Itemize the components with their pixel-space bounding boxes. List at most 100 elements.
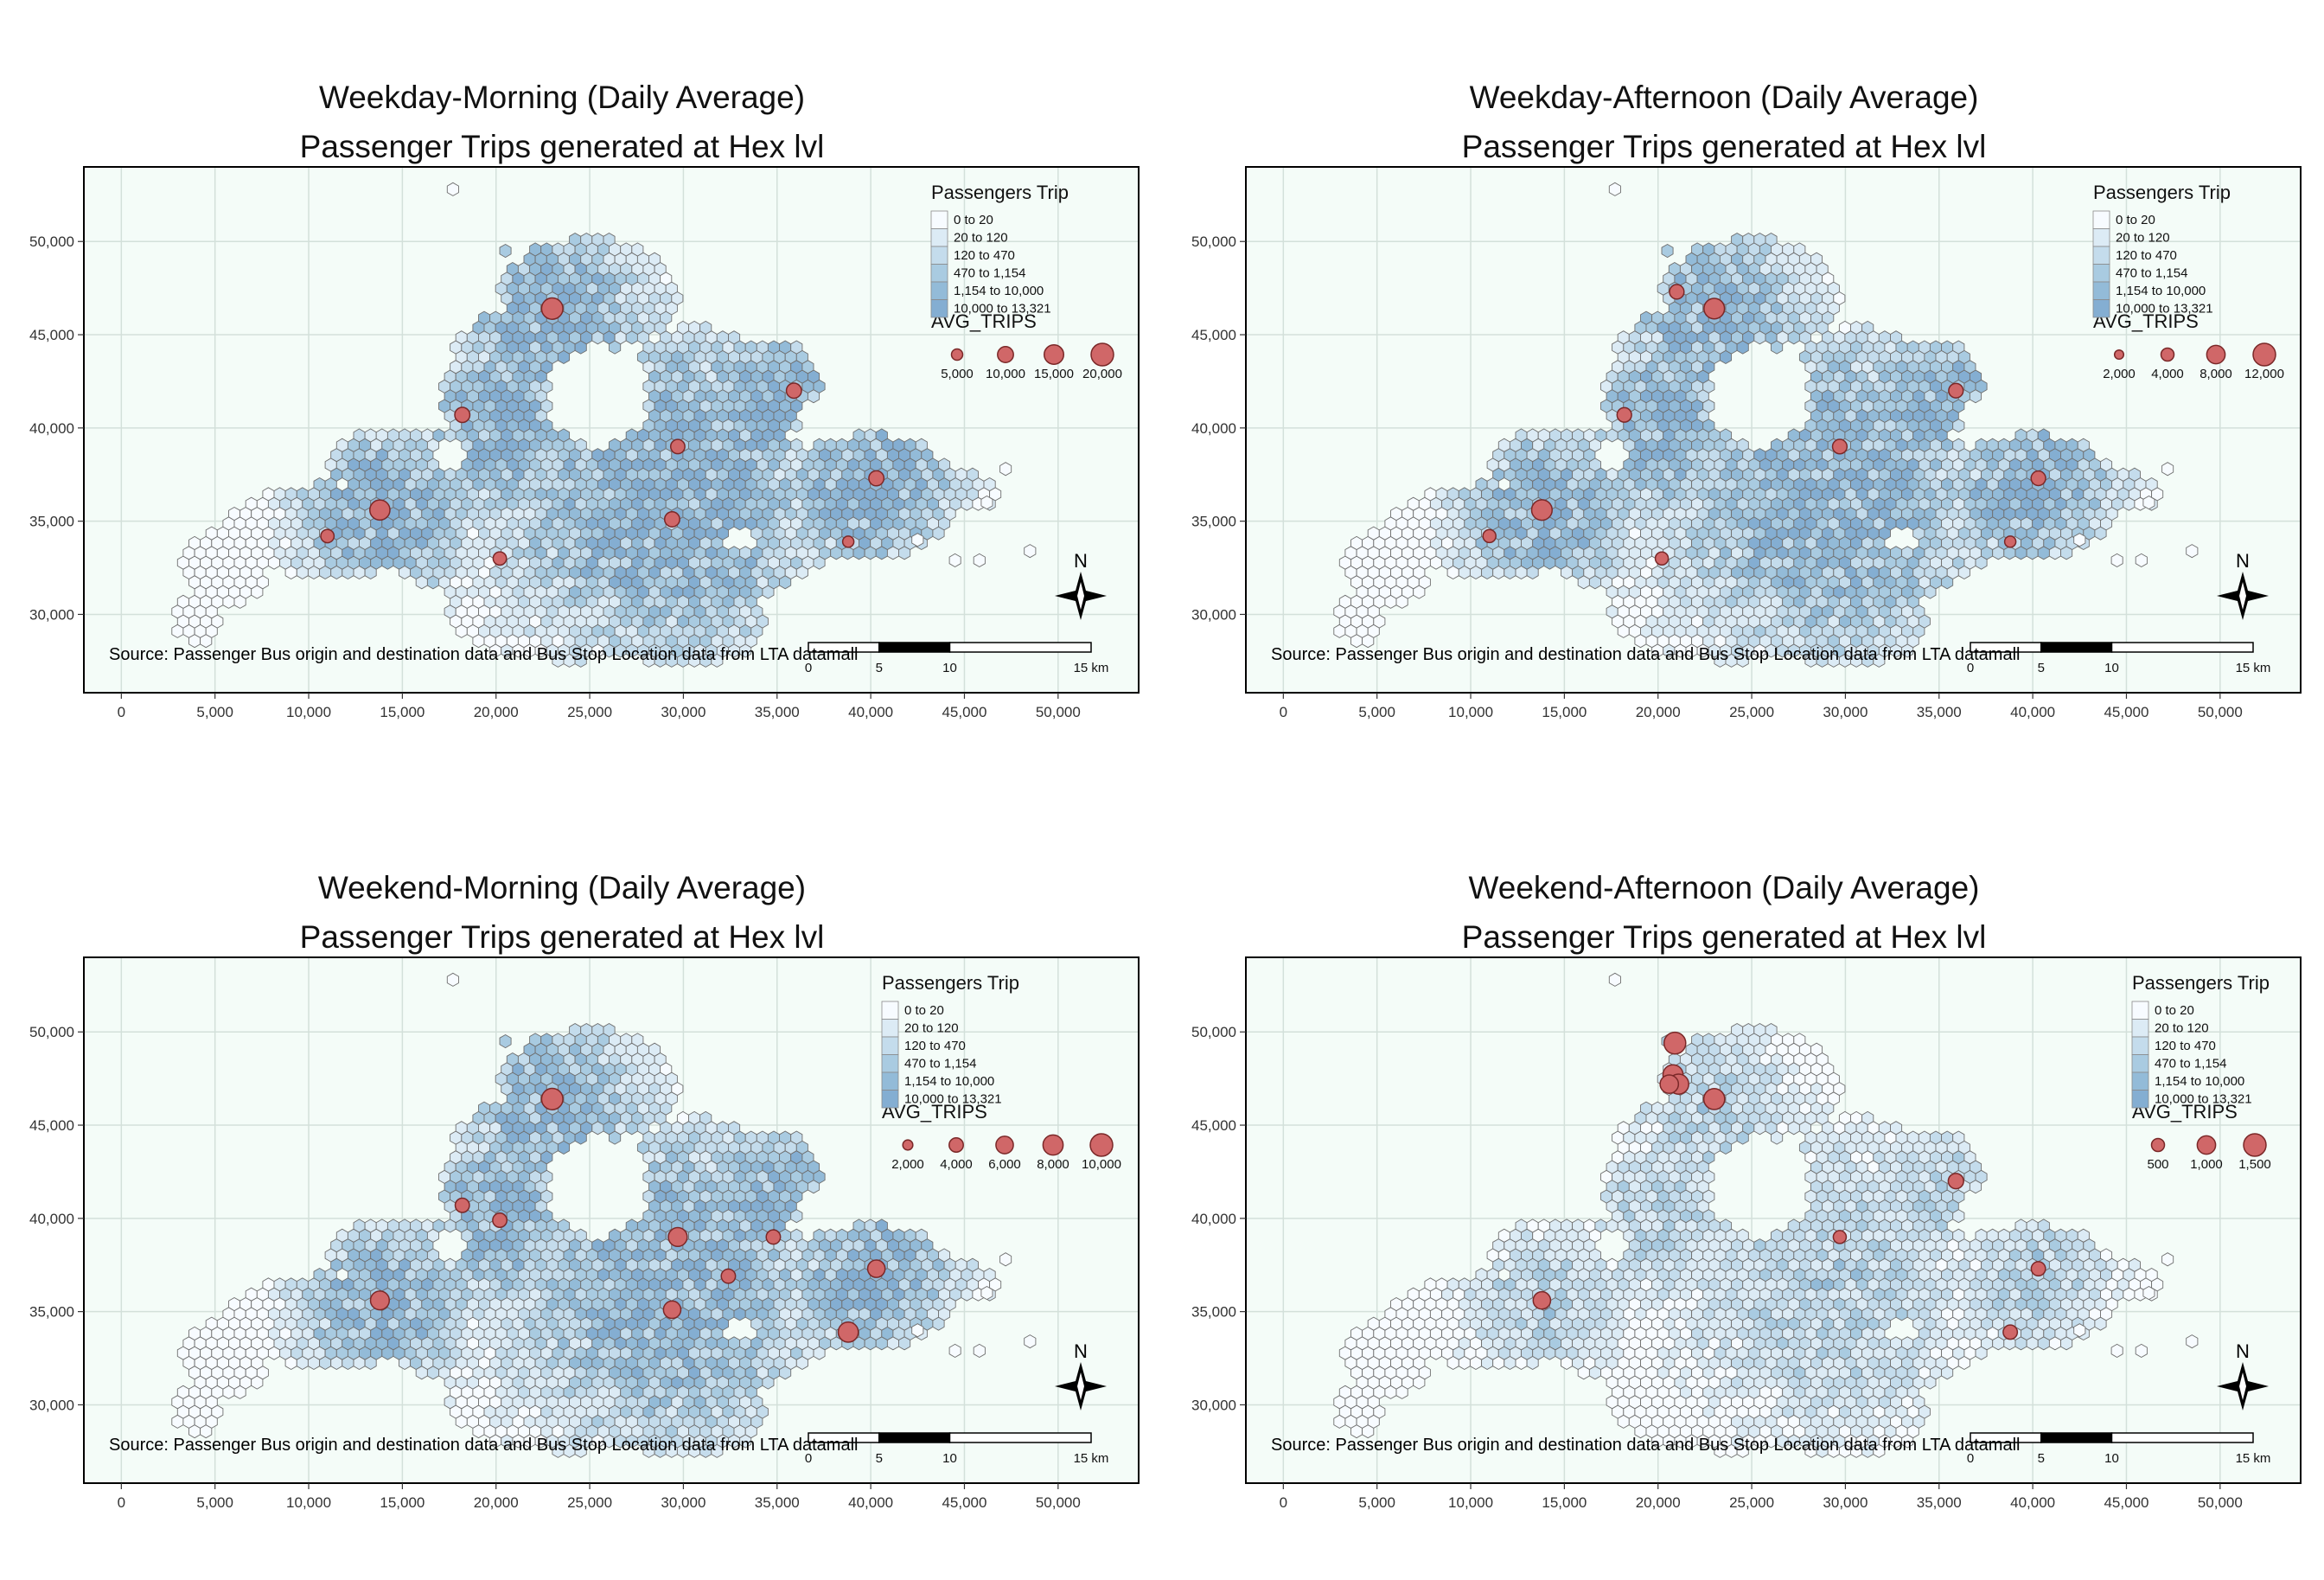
x-tick-label: 15,000 — [1542, 704, 1587, 720]
hex-cell — [1702, 242, 1715, 257]
hex-cell — [353, 1219, 366, 1233]
trip-bubble — [868, 470, 885, 487]
hex-cell — [948, 553, 961, 568]
hex-cell — [499, 1033, 512, 1049]
y-tick-label: 50,000 — [29, 1024, 74, 1040]
hex-legend-swatch — [2092, 299, 2110, 318]
trip-bubble — [1669, 284, 1685, 300]
legend: Passengers Trip 0 to 20 20 to 120 120 to… — [881, 972, 1121, 1172]
hex-cell — [375, 1219, 388, 1233]
scale-label: 0 — [1967, 661, 1974, 675]
hex-cell — [591, 1022, 604, 1038]
y-tick-label: 45,000 — [29, 327, 74, 343]
trip-bubble — [866, 1259, 886, 1278]
x-tick-label: 5,000 — [1358, 704, 1395, 720]
x-tick-label: 45,000 — [942, 704, 986, 720]
hex-cell — [790, 1130, 803, 1145]
hex-cell — [455, 1121, 468, 1135]
hex-cell — [688, 1110, 701, 1126]
hex-cell — [2026, 428, 2039, 443]
hex-cell — [1861, 320, 1874, 336]
hex-legend-label: 0 to 20 — [954, 213, 993, 227]
hex-cell — [2142, 495, 2155, 510]
scale-segment — [2110, 642, 2254, 653]
compass-inner — [1077, 582, 1084, 610]
hex-cell — [506, 1052, 519, 1067]
hex-cell — [1561, 428, 1574, 443]
bubble-legend-label: 5,000 — [941, 367, 974, 381]
hex-cell — [1594, 428, 1607, 443]
hex-cell — [954, 1257, 967, 1272]
x-tick-label: 0 — [118, 704, 125, 720]
bubble-legend-symbol — [1090, 342, 1114, 367]
hex-legend-swatch — [2092, 246, 2110, 265]
hex-cell — [1918, 340, 1931, 355]
trip-bubble — [2003, 535, 2017, 548]
hex-cell — [2054, 438, 2067, 452]
x-tick-label: 40,000 — [2010, 704, 2055, 720]
trip-bubble — [454, 1197, 470, 1213]
x-tick-label: 50,000 — [2198, 704, 2243, 720]
hex-legend-swatch — [881, 1036, 899, 1055]
x-tick-label: 35,000 — [1917, 704, 1962, 720]
hex-cell — [973, 1343, 986, 1359]
hex-cell — [1024, 544, 1037, 559]
x-tick-label: 0 — [118, 1494, 125, 1511]
hex-legend-label: 470 to 1,154 — [954, 266, 1025, 281]
bubble-layer — [369, 1087, 886, 1343]
hex-cell — [245, 496, 258, 511]
hex-cell — [1952, 340, 1965, 355]
y-tick-label: 50,000 — [29, 233, 74, 250]
scale-bar: 0 5 10 15 km — [805, 642, 1108, 675]
legend: Passengers Trip 0 to 20 20 to 120 120 to… — [2092, 182, 2284, 381]
hex-cell — [699, 1110, 712, 1126]
x-tick-label: 5,000 — [196, 704, 233, 720]
hex-cell — [540, 1033, 553, 1047]
map-frame-border — [83, 956, 1140, 1484]
hex-cell — [2065, 438, 2078, 452]
hex-cell — [1651, 310, 1664, 325]
trip-bubble — [841, 535, 855, 548]
hex-cell — [779, 1130, 792, 1145]
hex-cell — [1608, 182, 1621, 196]
bubble-legend-symbol — [2113, 349, 2125, 361]
trip-bubble — [2030, 470, 2046, 487]
x-tick-label: 20,000 — [474, 1494, 519, 1511]
hex-cell — [875, 1219, 888, 1233]
hex-cell — [2014, 428, 2027, 443]
trip-bubble — [667, 1226, 688, 1248]
map-frame-border — [83, 166, 1140, 694]
hex-cell — [938, 1248, 951, 1263]
hex-cell — [421, 1219, 434, 1233]
hex-cell — [432, 1219, 445, 1233]
x-tick-label: 20,000 — [474, 704, 519, 720]
trip-bubble — [669, 438, 686, 455]
hex-cell — [273, 1277, 286, 1292]
bubble-legend-label: 20,000 — [1082, 367, 1122, 381]
hex-cell — [1890, 546, 1903, 560]
hex-cell — [455, 330, 468, 345]
hex-cell — [1929, 340, 1943, 355]
hex-legend-swatch — [2092, 210, 2110, 229]
hex-cell — [296, 1277, 309, 1292]
hex-cell — [353, 428, 366, 443]
hex-cell — [892, 1228, 905, 1243]
hex-cell — [557, 428, 571, 443]
hex-legend-swatch — [881, 1019, 899, 1038]
hex-cell — [1024, 1334, 1037, 1349]
north-arrow-icon: N — [1055, 550, 1107, 620]
bubble-legend-symbol — [950, 348, 964, 361]
hex-cell — [1736, 438, 1749, 452]
hex-cell — [364, 1219, 377, 1233]
hex-cell — [410, 428, 423, 443]
trip-bubble — [720, 1268, 737, 1284]
hex-cell — [205, 526, 218, 541]
bubble-legend-label: 10,000 — [1082, 1157, 1121, 1172]
hex-cell — [603, 1022, 616, 1038]
hex-cell — [1878, 330, 1891, 345]
y-tick-label: 40,000 — [29, 1211, 74, 1227]
hex-cell — [1548, 428, 1561, 443]
hex-cell — [375, 428, 388, 443]
scale-label: 5 — [876, 1451, 883, 1466]
